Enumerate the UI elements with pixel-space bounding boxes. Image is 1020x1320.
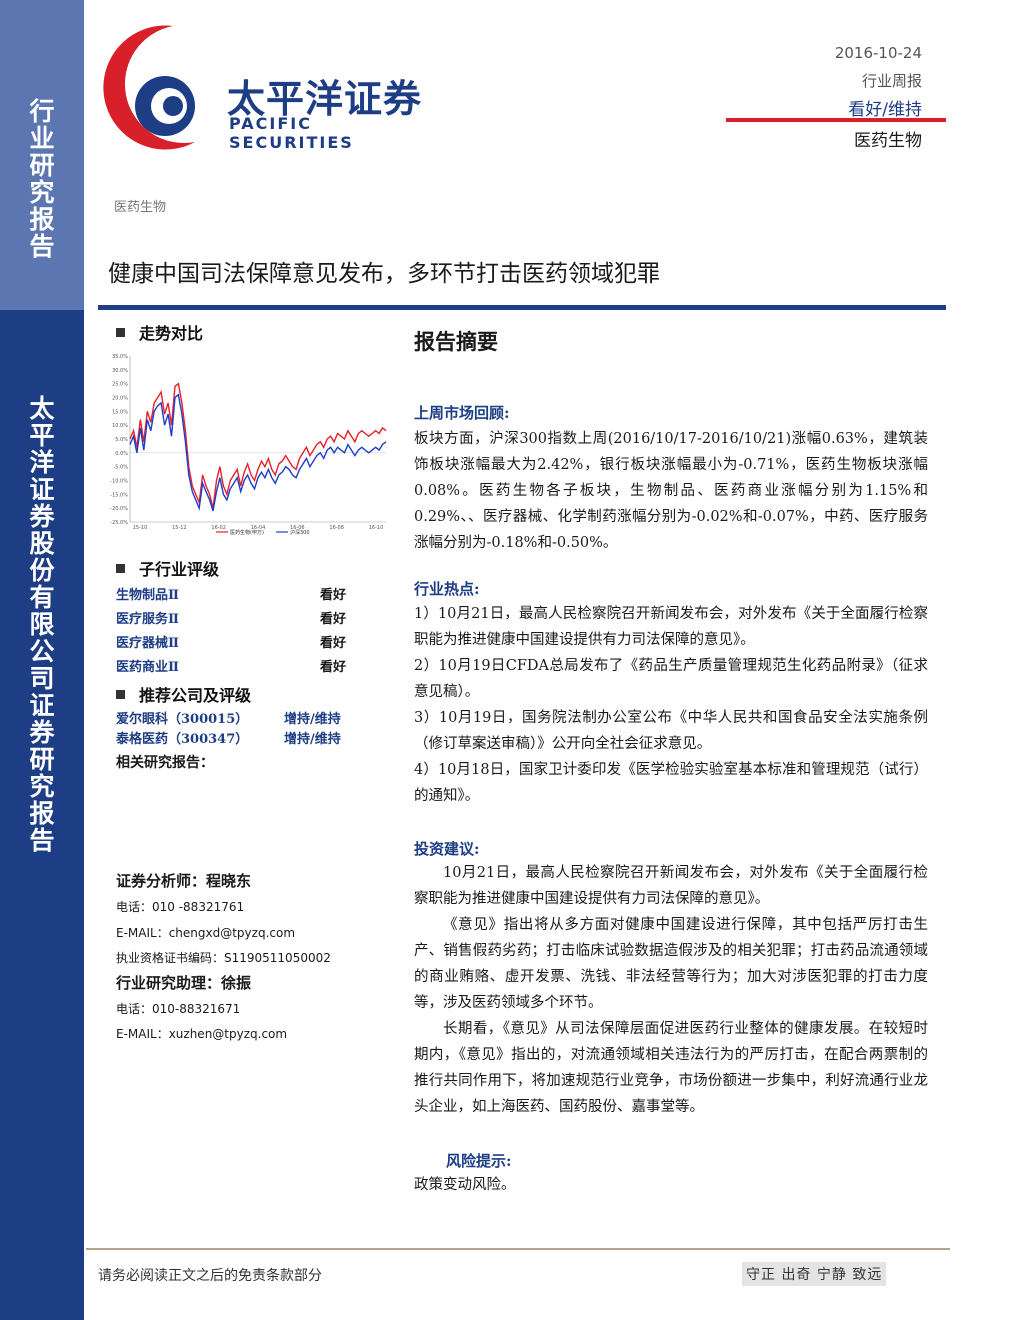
- sidebar-report-label: 行业研究报告: [29, 97, 55, 261]
- bullet-square-icon: [116, 328, 125, 337]
- x-tick-label: 16-04: [251, 525, 266, 531]
- invest-paragraph: 《意见》指出将从多方面对健康中国建设进行保障，其中包括严厉打击生产、销售假药劣药…: [414, 917, 928, 1011]
- sub-rating-row: 医疗服务Ⅱ 看好: [116, 612, 347, 627]
- x-tick-label: 16-06: [290, 525, 305, 531]
- y-tick-label: 5.0%: [115, 437, 128, 443]
- x-tick-label: 16-02: [211, 525, 226, 531]
- sub-rating-heading: 子行业评级: [116, 556, 219, 580]
- footer-disclaimer: 请务必阅读正文之后的免责条款部分: [98, 1268, 322, 1284]
- footer-rule: [86, 1248, 950, 1250]
- abstract-title: 报告摘要: [414, 329, 498, 354]
- y-tick-label: -5.0%: [113, 465, 128, 471]
- y-tick-label: 30.0%: [112, 368, 128, 374]
- invest-heading: 投资建议:: [414, 840, 480, 858]
- y-tick-label: 20.0%: [112, 396, 128, 402]
- hot-heading: 行业热点:: [414, 580, 480, 598]
- assistant-phone: 电话：010-88321671: [116, 1002, 241, 1016]
- trend-heading: 走势对比: [116, 320, 203, 344]
- company-row: 爱尔眼科（300015） 增持/维持: [116, 712, 341, 727]
- y-tick-label: 15.0%: [112, 409, 128, 415]
- hot-item: 2）10月19日CFDA总局发布了《药品生产质量管理规范生化药品附录》（征求意见…: [414, 658, 928, 700]
- legend-label: 沪深300: [290, 529, 310, 536]
- y-tick-label: -15.0%: [110, 492, 128, 498]
- x-tick-label: 16-08: [329, 525, 344, 531]
- sidebar-top-block: [0, 0, 84, 310]
- header-red-rule: [726, 118, 946, 122]
- report-date: 2016-10-24: [834, 44, 922, 62]
- legend-label: 医药生物(申万): [230, 529, 264, 536]
- y-tick-label: 35.0%: [112, 354, 128, 360]
- logo-mark-icon: [103, 25, 195, 150]
- hot-item: 4）10月18日，国家卫计委印发《医学检验实验室基本标准和管理规范（试行）的通知…: [414, 762, 928, 804]
- company-row: 泰格医药（300347） 增持/维持: [116, 732, 341, 747]
- analyst-phone: 电话：010 -88321761: [116, 900, 245, 914]
- analyst-email: E-MAIL：chengxd@tpyzq.com: [116, 926, 296, 940]
- left-sidebar: 行业研究报告 太平洋证券股份有限公司证券研究报告: [0, 0, 84, 1320]
- company-logo: 太平洋证券 PACIFIC SECURITIES: [103, 22, 443, 162]
- sub-rating-row: 生物制品Ⅱ 看好: [116, 588, 347, 603]
- footer-motto: 守正 出奇 宁静 致远: [742, 1262, 887, 1286]
- header-sector: 医药生物: [854, 131, 922, 151]
- sidebar-company-label: 太平洋证券股份有限公司证券研究报告: [29, 394, 55, 855]
- market-heading: 上周市场回顾:: [414, 404, 510, 422]
- assistant-name: 行业研究助理：徐振: [116, 974, 252, 992]
- y-tick-label: 0.0%: [115, 451, 128, 457]
- y-tick-label: 10.0%: [112, 423, 128, 429]
- page-title: 健康中国司法保障意见发布，多环节打击医药领域犯罪: [108, 261, 660, 287]
- logo-cn-text: 太平洋证券: [227, 77, 423, 121]
- title-rule: [98, 305, 946, 310]
- breadcrumb: 医药生物: [114, 200, 167, 215]
- market-text: 板块方面，沪深300指数上周(2016/10/17-2016/10/21)涨幅0…: [414, 431, 928, 551]
- sub-rating-row: 医药商业Ⅱ 看好: [116, 660, 347, 675]
- related-reports-label: 相关研究报告：: [116, 755, 214, 771]
- trend-chart: 35.0% 30.0% 25.0% 20.0% 15.0% 10.0% 5.0% 0.0% -5…: [110, 354, 387, 536]
- analyst-name: 证券分析师：程晓东: [116, 872, 252, 890]
- y-tick-label: -20.0%: [110, 506, 128, 512]
- analyst-cert: 执业资格证书编码：S1190511050002: [116, 951, 331, 965]
- hot-item: 1）10月21日，最高人民检察院召开新闻发布会，对外发布《关于全面履行检察职能为…: [414, 606, 928, 648]
- x-tick-label: 15-10: [133, 525, 148, 531]
- risk-heading: 风险提示:: [446, 1152, 512, 1170]
- y-tick-label: -10.0%: [110, 479, 128, 485]
- y-tick-label: -25.0%: [110, 520, 128, 526]
- industry-rating: 看好/维持: [848, 100, 922, 120]
- x-tick-label: 16-10: [369, 525, 384, 531]
- series-line-1: [129, 393, 387, 512]
- risk-text: 政策变动风险。: [414, 1177, 516, 1193]
- y-tick-label: 25.0%: [112, 382, 128, 388]
- invest-paragraph: 10月21日，最高人民检察院召开新闻发布会，对外发布《关于全面履行检察职能为推进…: [414, 865, 928, 907]
- report-type: 行业周报: [861, 72, 922, 90]
- company-heading: 推荐公司及评级: [116, 682, 251, 706]
- assistant-email: E-MAIL：xuzhen@tpyzq.com: [116, 1027, 288, 1041]
- hot-item: 3）10月19日，国务院法制办公室公布《中华人民共和国食品安全法实施条例（修订草…: [414, 710, 928, 752]
- bullet-square-icon: [116, 564, 125, 573]
- x-tick-label: 15-12: [172, 525, 187, 531]
- bullet-square-icon: [116, 690, 125, 699]
- logo-en-text: PACIFIC SECURITIES: [229, 114, 354, 152]
- sub-rating-row: 医疗器械Ⅱ 看好: [116, 636, 347, 651]
- series-line-0: [129, 382, 387, 509]
- invest-paragraph: 长期看，《意见》从司法保障层面促进医药行业整体的健康发展。在较短时期内，《意见》…: [414, 1021, 928, 1115]
